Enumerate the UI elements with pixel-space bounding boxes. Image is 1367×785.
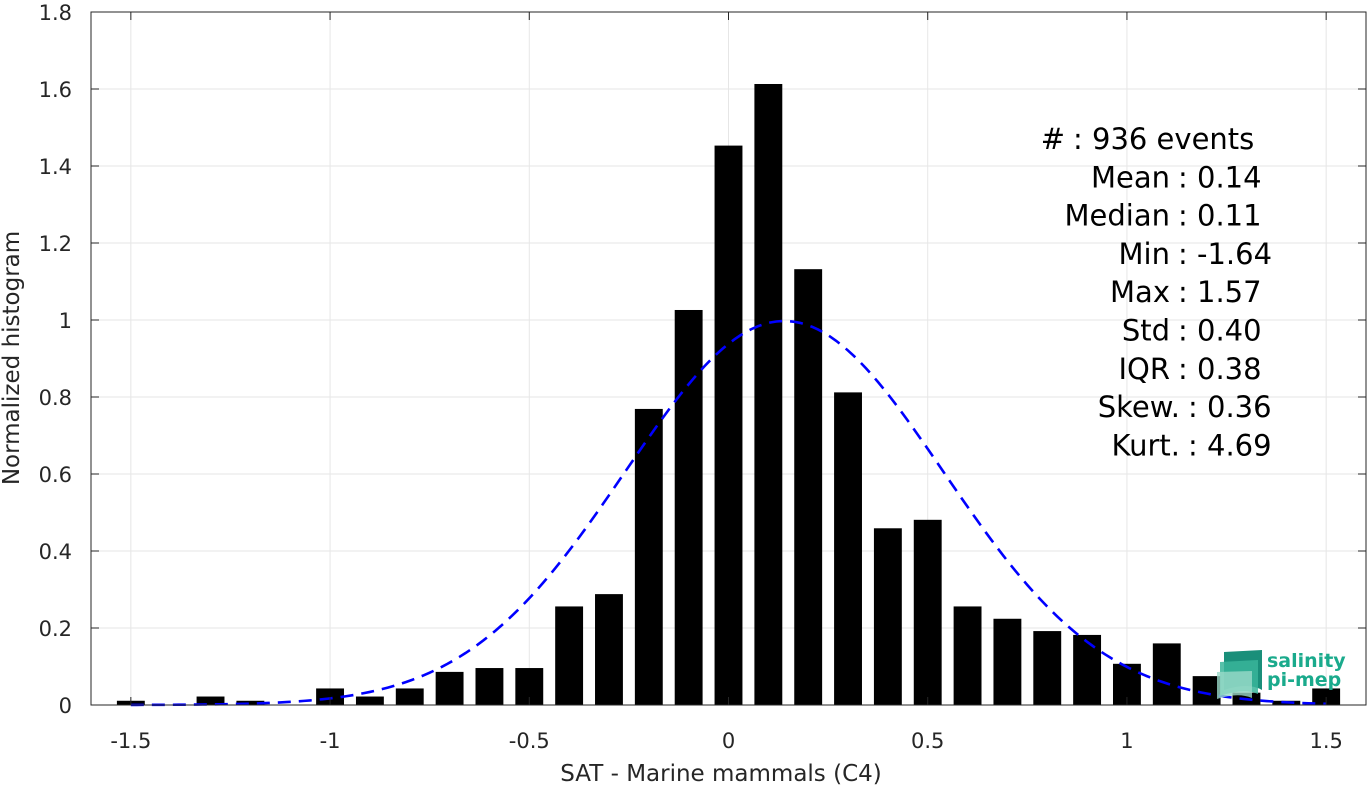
histogram-bar bbox=[1152, 643, 1181, 705]
y-tick-label: 1.4 bbox=[39, 155, 72, 179]
stat-line: Median: 0.11 bbox=[1065, 199, 1262, 233]
x-axis-label: SAT - Marine mammals (C4) bbox=[560, 761, 882, 785]
histogram-bar bbox=[913, 519, 942, 705]
logo-text-line2: pi-mep bbox=[1267, 669, 1341, 691]
histogram-bar bbox=[873, 528, 902, 705]
histogram-bar bbox=[1033, 631, 1062, 705]
histogram-bars bbox=[116, 83, 1341, 706]
y-tick-label: 0.8 bbox=[39, 386, 72, 410]
y-tick-label: 0.2 bbox=[39, 617, 72, 641]
histogram-bar bbox=[953, 606, 982, 705]
histogram-bar bbox=[196, 696, 225, 705]
x-tick-label: 1.5 bbox=[1309, 729, 1342, 753]
x-tick-label: -1 bbox=[320, 729, 341, 753]
histogram-bar bbox=[1073, 634, 1102, 705]
wave-logo-icon bbox=[1217, 650, 1262, 699]
histogram-bar bbox=[674, 309, 703, 705]
y-tick-label: 1.2 bbox=[39, 232, 72, 256]
y-tick-label: 0.6 bbox=[39, 463, 72, 487]
y-tick-label: 1 bbox=[59, 309, 72, 333]
histogram-bar bbox=[236, 700, 265, 705]
stat-line: Kurt.: 4.69 bbox=[1112, 428, 1272, 462]
x-axis-ticks: -1.5 -1 -0.5 0 0.5 1 1.5 bbox=[110, 12, 1343, 753]
stat-line: Mean: 0.14 bbox=[1091, 160, 1262, 194]
x-tick-label: 1 bbox=[1120, 729, 1133, 753]
stat-line: Std: 0.40 bbox=[1122, 314, 1262, 348]
histogram-bar bbox=[1192, 676, 1221, 705]
statistics-annotation: #: 936 events Mean: 0.14 Median: 0.11 Min: … bbox=[1041, 122, 1272, 462]
histogram-bar bbox=[634, 408, 663, 705]
histogram-bar bbox=[993, 618, 1022, 705]
y-axis-label: Normalized histogram bbox=[0, 231, 25, 485]
stat-line: IQR: 0.38 bbox=[1118, 352, 1261, 386]
histogram-bar bbox=[595, 594, 623, 705]
histogram-bar bbox=[355, 696, 384, 705]
histogram-bar bbox=[475, 668, 504, 705]
x-tick-label: 0 bbox=[722, 729, 735, 753]
histogram-bar bbox=[754, 83, 783, 706]
stat-line: Min: -1.64 bbox=[1119, 237, 1273, 271]
x-tick-label: -1.5 bbox=[110, 729, 151, 753]
histogram-bar bbox=[714, 145, 743, 706]
salinity-pimep-logo: salinity pi-mep bbox=[1217, 650, 1346, 699]
y-tick-label: 0.4 bbox=[39, 540, 72, 564]
stat-line: Max: 1.57 bbox=[1110, 275, 1262, 309]
histogram-bar bbox=[834, 392, 862, 705]
y-axis-ticks: 0 0.2 0.4 0.6 0.8 1 1.2 1.4 1.6 1.8 bbox=[39, 1, 1366, 718]
y-tick-label: 1.6 bbox=[39, 78, 72, 102]
histogram-bar bbox=[1312, 688, 1341, 705]
y-tick-label: 1.8 bbox=[39, 1, 72, 25]
histogram-bar bbox=[794, 269, 823, 705]
logo-text-line1: salinity bbox=[1267, 650, 1346, 672]
stat-line: Skew.: 0.36 bbox=[1098, 390, 1272, 424]
histogram-bar bbox=[316, 688, 345, 705]
stat-line: #: 936 events bbox=[1041, 122, 1255, 156]
histogram-bar bbox=[395, 688, 424, 705]
x-tick-label: -0.5 bbox=[509, 729, 550, 753]
histogram-bar bbox=[555, 606, 584, 705]
y-tick-label: 0 bbox=[59, 694, 72, 718]
x-tick-label: 0.5 bbox=[911, 729, 944, 753]
histogram-bar bbox=[435, 671, 464, 705]
